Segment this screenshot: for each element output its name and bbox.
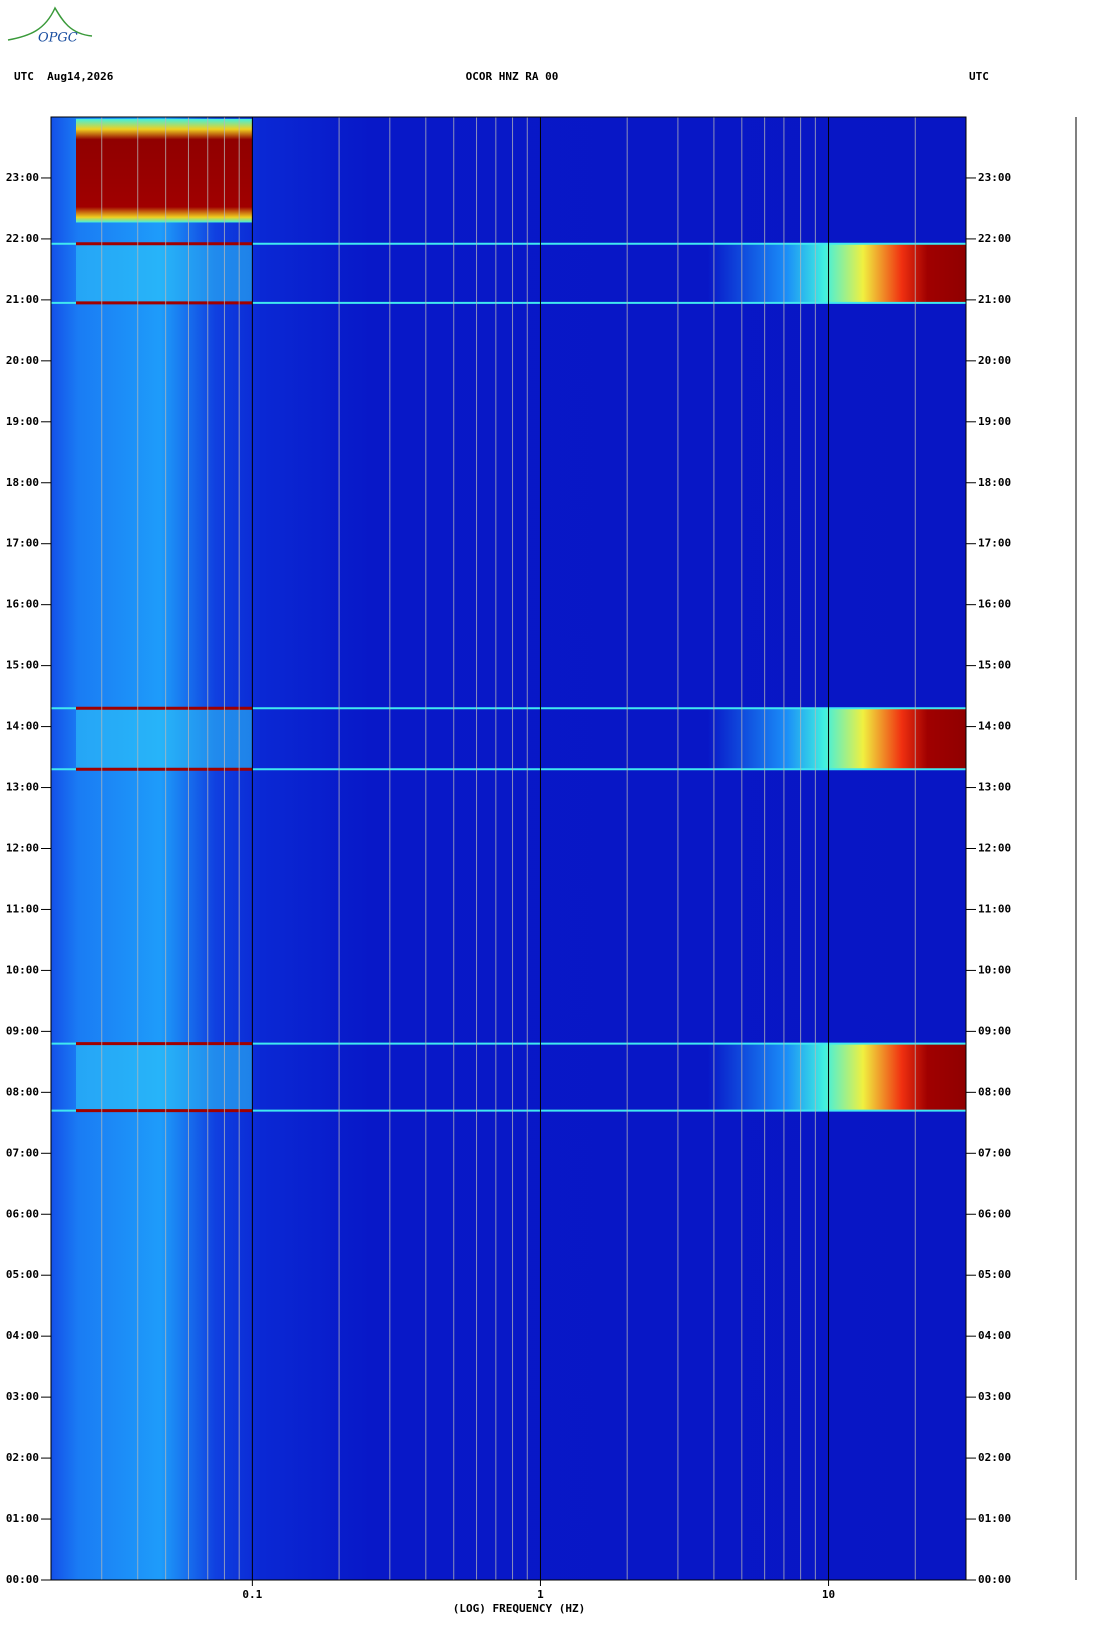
y-tick-label-left: 07:00 (6, 1146, 39, 1159)
y-tick-label-right: 10:00 (978, 963, 1011, 976)
y-tick-label-left: 10:00 (6, 963, 39, 976)
y-tick-label-left: 00:00 (6, 1573, 39, 1586)
y-tick-label-left: 11:00 (6, 902, 39, 915)
y-tick-label-left: 17:00 (6, 537, 39, 550)
event-lowfreq (76, 1043, 253, 1111)
x-axis-label: (LOG) FREQUENCY (HZ) (453, 1602, 585, 1615)
x-tick-label: 0.1 (242, 1588, 262, 1601)
y-tick-label-right: 17:00 (978, 537, 1011, 550)
y-tick-label-left: 01:00 (6, 1512, 39, 1525)
event-energy (708, 243, 966, 303)
y-tick-label-right: 09:00 (978, 1024, 1011, 1037)
y-tick-label-left: 18:00 (6, 476, 39, 489)
logo-text: OPGC (38, 31, 78, 46)
y-tick-label-left: 08:00 (6, 1085, 39, 1098)
event-energy (708, 708, 966, 770)
y-tick-label-right: 12:00 (978, 842, 1011, 855)
y-tick-label-left: 23:00 (6, 171, 39, 184)
y-tick-label-right: 11:00 (978, 902, 1011, 915)
y-tick-label-left: 09:00 (6, 1024, 39, 1037)
plot-background (51, 117, 966, 1580)
y-tick-label-left: 22:00 (6, 232, 39, 245)
low-freq-burst (76, 118, 253, 223)
x-tick-label: 10 (822, 1588, 835, 1601)
y-tick-label-left: 02:00 (6, 1451, 39, 1464)
y-tick-label-right: 03:00 (978, 1390, 1011, 1403)
y-tick-label-left: 14:00 (6, 720, 39, 733)
plot-area (51, 117, 966, 1580)
right-label: UTC (969, 70, 989, 83)
y-tick-label-right: 23:00 (978, 171, 1011, 184)
y-tick-label-right: 18:00 (978, 476, 1011, 489)
y-tick-label-right: 08:00 (978, 1085, 1011, 1098)
y-tick-label-left: 04:00 (6, 1329, 39, 1342)
y-tick-label-right: 01:00 (978, 1512, 1011, 1525)
y-tick-label-right: 13:00 (978, 781, 1011, 794)
logo: OPGC (7, 6, 93, 46)
event-lowfreq (76, 708, 253, 770)
y-tick-label-right: 20:00 (978, 354, 1011, 367)
plot-frame (50, 116, 967, 1581)
y-tick-label-left: 20:00 (6, 354, 39, 367)
event-lowfreq (76, 243, 253, 303)
y-tick-label-left: 13:00 (6, 781, 39, 794)
event-energy (708, 1043, 966, 1111)
y-tick-label-right: 14:00 (978, 720, 1011, 733)
y-tick-label-left: 16:00 (6, 598, 39, 611)
y-tick-label-right: 00:00 (978, 1573, 1011, 1586)
y-tick-label-left: 12:00 (6, 842, 39, 855)
chart-title: OCOR HNZ RA 00 (466, 70, 559, 83)
y-tick-label-right: 21:00 (978, 293, 1011, 306)
y-tick-label-left: 03:00 (6, 1390, 39, 1403)
y-tick-label-right: 05:00 (978, 1268, 1011, 1281)
y-tick-label-right: 06:00 (978, 1207, 1011, 1220)
y-tick-label-right: 07:00 (978, 1146, 1011, 1159)
y-tick-label-left: 06:00 (6, 1207, 39, 1220)
y-tick-label-right: 02:00 (978, 1451, 1011, 1464)
y-tick-label-right: 16:00 (978, 598, 1011, 611)
y-tick-label-right: 04:00 (978, 1329, 1011, 1342)
y-tick-label-left: 19:00 (6, 415, 39, 428)
date-label: UTC Aug14,2026 (14, 70, 114, 83)
y-tick-label-left: 21:00 (6, 293, 39, 306)
y-tick-label-right: 22:00 (978, 232, 1011, 245)
y-tick-label-left: 05:00 (6, 1268, 39, 1281)
y-tick-label-left: 15:00 (6, 659, 39, 672)
x-tick-label: 1 (537, 1588, 544, 1601)
y-tick-label-right: 15:00 (978, 659, 1011, 672)
y-tick-label-right: 19:00 (978, 415, 1011, 428)
